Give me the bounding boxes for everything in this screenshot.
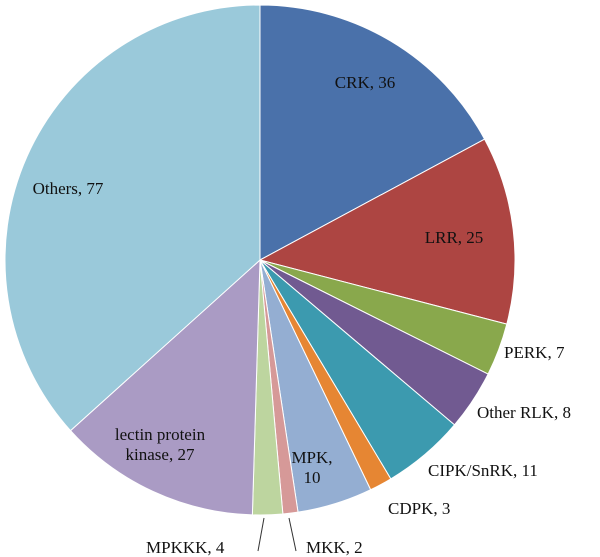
slice-label-other-rlk: Other RLK, 8 (477, 403, 571, 422)
slice-label-cdpk: CDPK, 3 (388, 499, 450, 518)
slice-labels: CRK, 36 LRR, 25 PERK, 7 Other RLK, 8 CIPK/Sn… (33, 73, 571, 557)
pie-slice-others (4, 4, 261, 432)
pie-slices (4, 4, 516, 516)
slice-label-mpkkk: MPKKK, 4 (146, 538, 225, 557)
slice-label-lrr: LRR, 25 (425, 228, 484, 247)
slice-label-crk: CRK, 36 (335, 73, 395, 92)
slice-label-perk: PERK, 7 (504, 343, 565, 362)
leader-lines (257, 517, 297, 552)
leader-line-mkk (288, 517, 297, 552)
slice-label-mkk: MKK, 2 (306, 538, 363, 557)
slice-label-others: Others, 77 (33, 179, 104, 198)
slice-label-mpk: MPK, 10 (291, 448, 332, 487)
slice-label-cipk-snrk: CIPK/SnRK, 11 (428, 461, 538, 480)
leader-line-mpkkk (257, 517, 265, 552)
pie-slice-lectin-protein-kinase (69, 258, 261, 516)
slice-label-lectin-protein-kinase: lectin protein kinase, 27 (115, 425, 206, 464)
pie-slice-crk (259, 4, 486, 261)
pie-slice-lrr (258, 138, 516, 325)
